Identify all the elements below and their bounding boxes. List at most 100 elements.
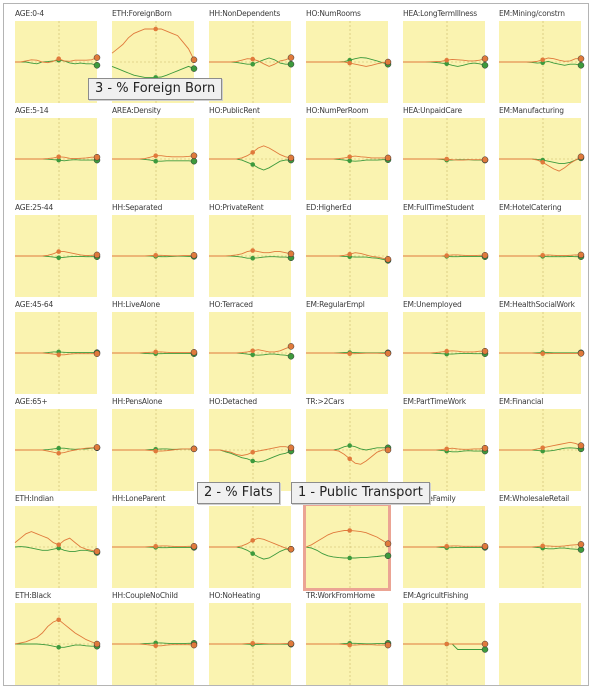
orange-series-end-marker xyxy=(93,153,101,161)
plot-area xyxy=(14,506,101,588)
panel-plot xyxy=(403,409,489,491)
orange-series-end-marker xyxy=(190,641,198,649)
green-series-end-marker xyxy=(190,157,198,165)
orange-series-line xyxy=(15,57,98,64)
orange-series-mid-marker xyxy=(56,352,61,358)
orange-series-end-marker xyxy=(190,152,198,159)
green-series-mid-marker xyxy=(56,545,61,551)
plot-area xyxy=(306,118,392,200)
panel-plot xyxy=(499,312,585,394)
green-series-line xyxy=(14,546,98,553)
plot-area xyxy=(403,506,489,588)
plot-area xyxy=(499,215,585,297)
panel-plot xyxy=(499,118,585,200)
panel-title: EM:Financial xyxy=(499,397,544,406)
green-series-mid-marker xyxy=(153,158,158,164)
orange-series-end-marker xyxy=(93,640,101,648)
green-series-mid-marker xyxy=(250,61,255,67)
panel-plot xyxy=(209,21,295,103)
orange-series-end-marker xyxy=(577,541,585,548)
green-series-mid-marker xyxy=(540,448,545,454)
panel-title: EM:FullTimeStudent xyxy=(403,203,474,212)
orange-series-mid-marker xyxy=(250,538,255,543)
orange-series-line xyxy=(209,345,292,354)
orange-series-end-marker xyxy=(287,444,295,452)
green-series-line xyxy=(306,445,388,451)
panel-plot xyxy=(15,409,101,491)
orange-series-line xyxy=(112,545,194,548)
green-series-line xyxy=(305,546,388,559)
panel-plot xyxy=(306,118,392,200)
panel-plot xyxy=(306,215,392,297)
panel-title: EM:AgricultFishing xyxy=(403,591,469,600)
green-series-mid-marker xyxy=(347,443,352,448)
orange-series-end-marker xyxy=(287,154,295,162)
orange-series-end-marker xyxy=(577,55,585,62)
orange-series-mid-marker xyxy=(56,154,61,160)
orange-series-mid-marker xyxy=(444,348,449,354)
orange-series-end-marker xyxy=(384,641,392,649)
orange-series-mid-marker xyxy=(540,57,545,63)
orange-series-line xyxy=(15,446,98,454)
orange-series-line xyxy=(403,350,485,354)
panel-title: EM:Manufacturing xyxy=(499,106,564,115)
panel-plot xyxy=(112,603,198,685)
panel-title: ED:HigherEd xyxy=(306,203,352,212)
orange-series-line xyxy=(403,158,485,161)
plot-area xyxy=(14,603,101,685)
panel-plot xyxy=(499,506,585,588)
orange-series-end-marker xyxy=(287,545,295,553)
panel-title: HO:NumRooms xyxy=(306,9,361,18)
panel-plot xyxy=(112,215,198,297)
green-series-mid-marker xyxy=(56,645,61,650)
panel-plot xyxy=(403,118,489,200)
orange-series-mid-marker xyxy=(540,543,545,549)
plot-area xyxy=(403,312,489,394)
green-series-mid-marker xyxy=(250,551,255,556)
green-series-mid-marker xyxy=(250,255,255,261)
figure-frame: AGE:0-4 ETH:ForeignBorn HH:NonDependents HO… xyxy=(3,3,589,686)
callout-foreign-born: 3 - % Foreign Born xyxy=(88,78,223,100)
orange-series-mid-marker xyxy=(444,446,449,452)
orange-series-line xyxy=(499,352,581,355)
plot-area xyxy=(499,118,585,200)
orange-series-line xyxy=(306,61,389,67)
panel-title: HO:PublicRent xyxy=(209,106,260,115)
panel-plot xyxy=(403,21,489,103)
panel-plot xyxy=(15,215,101,297)
plot-area xyxy=(403,21,489,103)
orange-series-mid-marker xyxy=(347,456,352,462)
orange-series-line xyxy=(306,155,388,160)
orange-series-line xyxy=(499,57,581,63)
orange-series-end-marker xyxy=(577,153,585,161)
panel-title: HH:NonDependents xyxy=(209,9,281,18)
orange-series-mid-marker xyxy=(153,26,158,32)
orange-series-end-marker xyxy=(190,445,198,453)
plot-area xyxy=(306,603,392,685)
green-series-line xyxy=(15,59,98,66)
panel-title: TR:WorkFromHome xyxy=(306,591,375,600)
panel-title: HH:LiveAlone xyxy=(112,300,160,309)
orange-series-line xyxy=(112,254,195,257)
orange-series-mid-marker xyxy=(540,160,545,165)
green-series-end-marker xyxy=(577,62,585,69)
orange-series-mid-marker xyxy=(250,641,255,646)
orange-series-end-marker xyxy=(384,446,392,454)
orange-series-mid-marker xyxy=(250,348,255,354)
orange-series-end-marker xyxy=(481,444,489,452)
panel-plot xyxy=(209,118,295,200)
orange-series-line xyxy=(209,446,292,456)
panel-plot xyxy=(15,312,101,394)
green-series-mid-marker xyxy=(250,162,255,167)
plot-area xyxy=(403,603,489,685)
orange-series-end-marker xyxy=(287,343,295,350)
orange-series-end-marker xyxy=(93,444,101,451)
panel-plot xyxy=(209,409,295,491)
orange-series-line xyxy=(499,543,582,548)
orange-series-line xyxy=(305,530,389,548)
orange-series-line xyxy=(14,619,98,645)
orange-series-mid-marker xyxy=(444,544,449,549)
panel-plot xyxy=(209,603,295,685)
orange-series-mid-marker xyxy=(347,60,352,66)
green-series-end-marker xyxy=(481,646,489,653)
